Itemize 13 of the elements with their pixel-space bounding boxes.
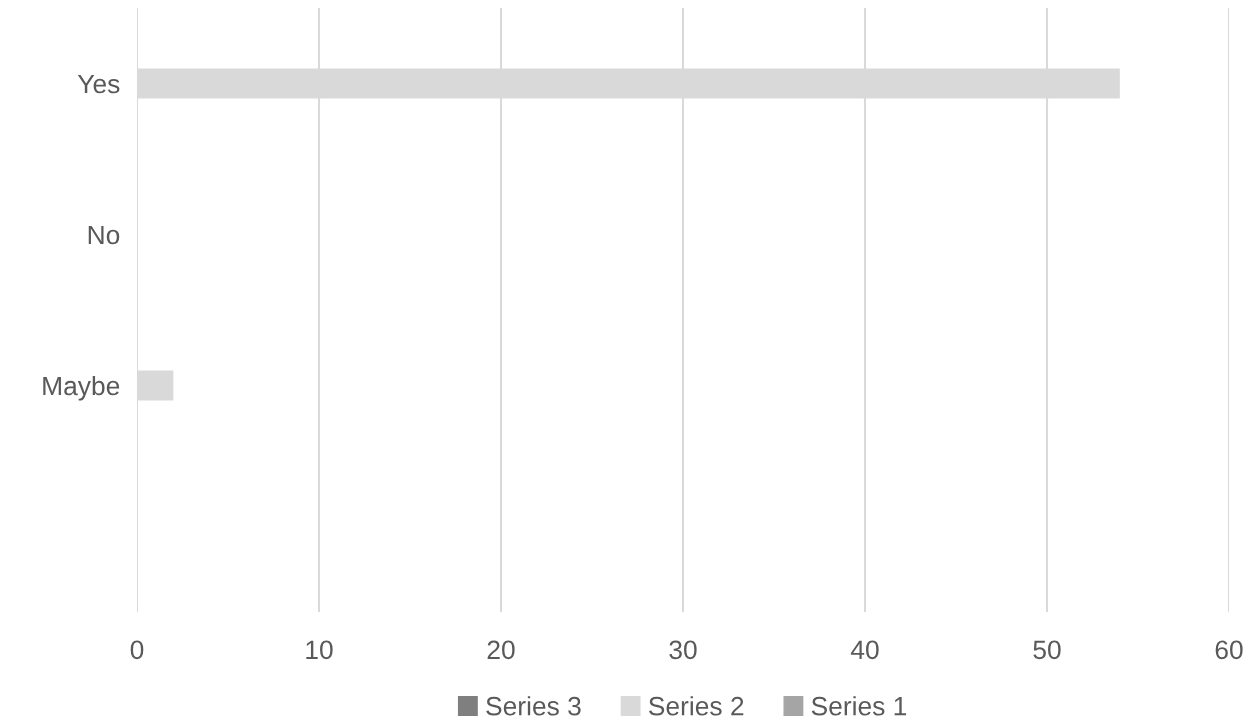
x-tick-label: 10 bbox=[306, 640, 333, 660]
x-tick-label: 60 bbox=[1215, 640, 1243, 660]
x-tick-label: 50 bbox=[1033, 640, 1061, 660]
legend-label: Series 1 bbox=[811, 696, 907, 716]
legend-label: Series 3 bbox=[486, 696, 581, 716]
y-tick-label: Yes bbox=[77, 74, 120, 94]
y-tick-label: No bbox=[88, 225, 120, 245]
y-tick-label: Maybe bbox=[43, 375, 120, 401]
x-tick-label: 40 bbox=[850, 640, 879, 660]
legend-label: Series 2 bbox=[648, 696, 744, 716]
x-tick-label: 0 bbox=[130, 640, 144, 660]
x-tick-label: 30 bbox=[669, 640, 697, 660]
x-tick-label: 20 bbox=[487, 640, 515, 660]
